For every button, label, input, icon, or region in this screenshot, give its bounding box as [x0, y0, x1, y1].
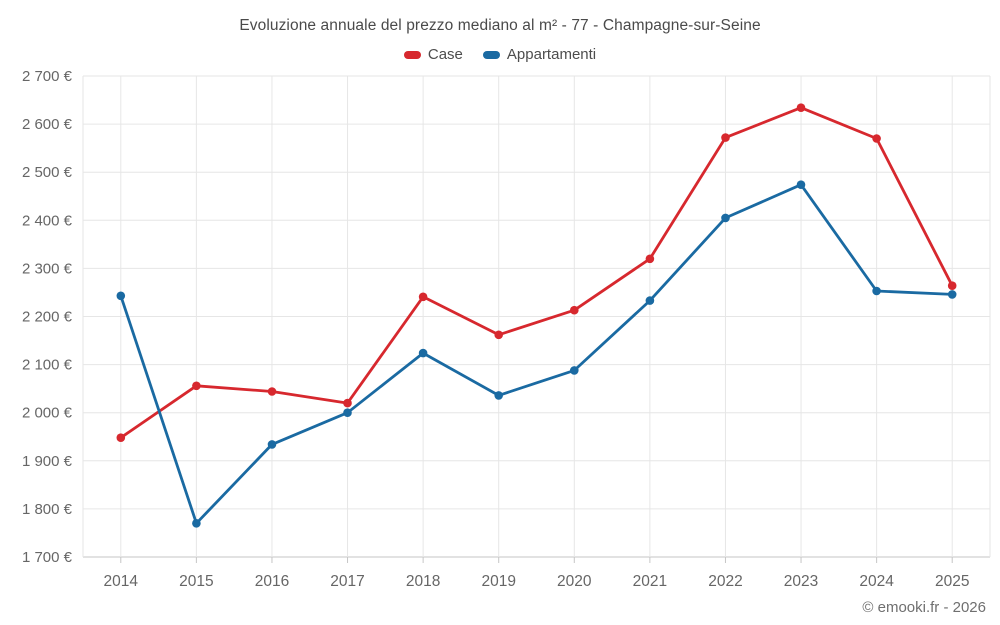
legend-label-case: Case — [427, 46, 463, 63]
x-tick-label: 2016 — [255, 573, 289, 590]
y-tick-label: 2 200 € — [22, 309, 73, 326]
series-case-point-2018[interactable] — [418, 292, 428, 302]
y-tick-label: 2 300 € — [22, 260, 73, 277]
series-appartamenti-line — [119, 183, 954, 525]
series-appartamenti-point-2025[interactable] — [947, 290, 957, 299]
series-appartamenti-point-2019[interactable] — [494, 391, 504, 400]
series-appartamenti-point-2016[interactable] — [267, 440, 277, 449]
series-appartamenti-point-2017[interactable] — [343, 408, 352, 418]
series-case-point-2014[interactable] — [116, 433, 126, 443]
series-case-point-2016[interactable] — [267, 387, 277, 396]
series-case-point-2025[interactable] — [947, 281, 957, 291]
series-appartamenti-point-2020[interactable] — [570, 366, 579, 375]
x-tick-label: 2022 — [708, 573, 742, 590]
legend-label-appartamenti: Appartamenti — [506, 46, 597, 63]
x-tick-label: 2020 — [557, 573, 592, 590]
series-appartamenti-point-2018[interactable] — [418, 348, 428, 358]
legend-item-appartamenti[interactable]: Appartamenti — [482, 46, 597, 63]
legend: Case Appartamenti — [0, 46, 1000, 63]
y-tick-label: 1 800 € — [22, 501, 73, 518]
series-case-point-2022[interactable] — [721, 133, 730, 142]
y-tick-label: 2 000 € — [22, 405, 73, 422]
x-tick-label: 2018 — [406, 573, 440, 590]
y-tick-label: 2 100 € — [22, 357, 73, 374]
x-tick-label: 2019 — [481, 573, 515, 590]
y-tick-label: 1 700 € — [22, 549, 73, 566]
legend-item-case[interactable]: Case — [403, 46, 463, 63]
legend-swatch-appartamenti — [482, 50, 500, 59]
series-case-point-2024[interactable] — [872, 134, 881, 143]
chart-title: Evoluzione annuale del prezzo mediano al… — [239, 17, 761, 34]
series-appartamenti-point-2023[interactable] — [796, 180, 806, 189]
y-tick-label: 1 900 € — [22, 453, 73, 470]
series-appartamenti-point-2021[interactable] — [645, 296, 655, 305]
series-case-point-2019[interactable] — [494, 330, 504, 340]
series-case-point-2021[interactable] — [645, 254, 655, 264]
y-tick-label: 2 400 € — [22, 212, 73, 229]
x-tick-label: 2021 — [633, 573, 667, 590]
series-case-point-2017[interactable] — [343, 398, 352, 408]
x-tick-label: 2017 — [330, 573, 364, 590]
y-tick-label: 2 600 € — [22, 116, 73, 133]
y-tick-label: 2 700 € — [22, 68, 73, 85]
copyright-credit: © emooki.fr - 2026 — [862, 599, 986, 616]
series-appartamenti-point-2015[interactable] — [192, 519, 201, 528]
series-case-point-2023[interactable] — [796, 103, 806, 112]
series-case-point-2015[interactable] — [192, 381, 201, 391]
x-tick-label: 2014 — [104, 573, 139, 590]
legend-swatch-case — [403, 50, 421, 59]
x-tick-label: 2023 — [784, 573, 818, 590]
series-appartamenti-point-2024[interactable] — [872, 286, 881, 296]
y-tick-label: 2 500 € — [22, 164, 73, 181]
series-case-line — [119, 106, 954, 440]
x-tick-label: 2015 — [179, 573, 213, 590]
series-case-point-2020[interactable] — [570, 305, 579, 315]
series-appartamenti-point-2022[interactable] — [721, 213, 730, 223]
series-appartamenti-point-2014[interactable] — [116, 291, 126, 301]
x-tick-label: 2024 — [859, 573, 894, 590]
x-tick-label: 2025 — [935, 573, 969, 590]
